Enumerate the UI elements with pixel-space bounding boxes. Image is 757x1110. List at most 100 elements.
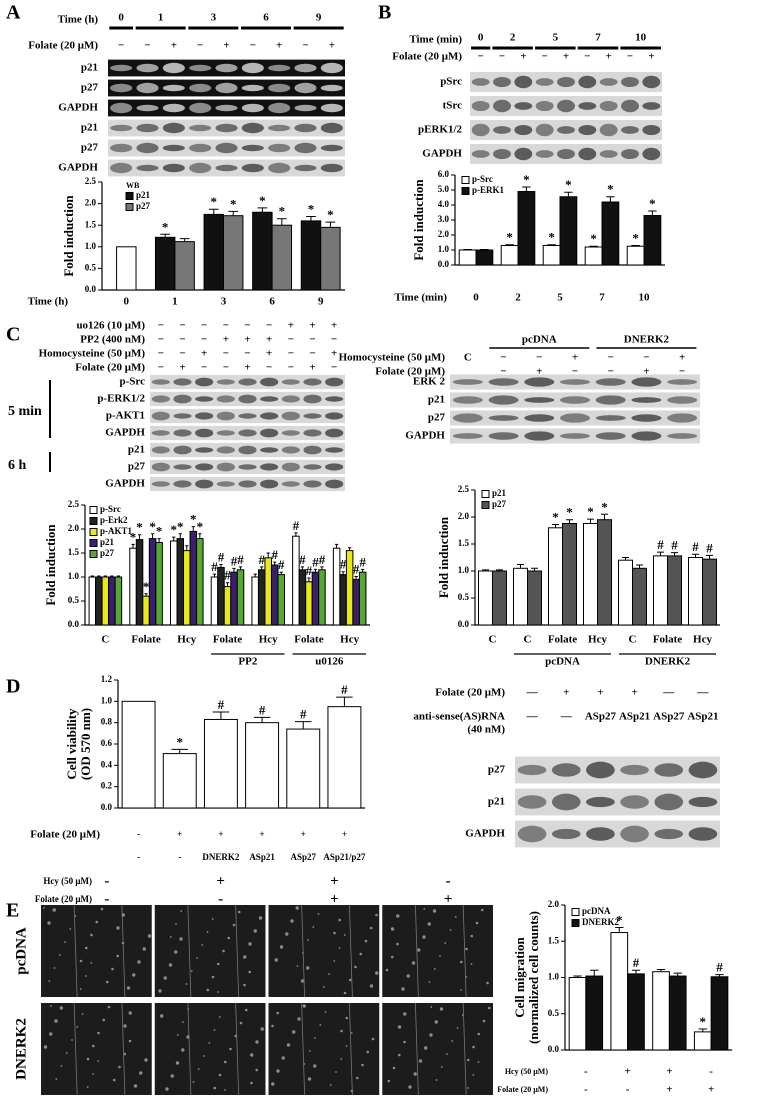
bar	[478, 570, 493, 626]
blot-band	[151, 379, 170, 385]
y-tick-label: 0.5	[68, 595, 80, 605]
blot-band	[620, 764, 649, 776]
cell-speck	[255, 1040, 259, 1044]
blot-condition-cell: —	[662, 687, 675, 699]
blot-condition-cell: −	[179, 320, 185, 332]
blot-band	[452, 433, 483, 439]
error-bar	[601, 513, 608, 520]
error-bar	[320, 566, 324, 570]
cell-speck	[329, 1084, 332, 1086]
blot-condition-cell: +	[536, 366, 542, 378]
blot-band	[189, 83, 212, 93]
legend-title: WB	[126, 181, 140, 190]
x-tick-label: C	[629, 634, 637, 646]
significance-mark: #	[237, 552, 244, 567]
cell-speck	[411, 961, 416, 965]
blot-band	[620, 825, 649, 843]
significance-mark: *	[197, 519, 204, 534]
blot-band	[320, 144, 343, 152]
x-tick-label: +	[666, 1084, 672, 1096]
bar	[653, 555, 668, 626]
bar	[710, 976, 729, 1051]
blot-row-label: p27	[81, 142, 99, 154]
cell-speck	[123, 1024, 127, 1028]
micrograph	[41, 905, 152, 997]
cell-speck	[338, 918, 342, 922]
blot-condition-cell: +	[309, 320, 315, 332]
bar	[627, 973, 645, 1051]
blot-band	[631, 431, 662, 441]
cell-speck	[306, 966, 310, 970]
blot-band	[642, 75, 661, 89]
y-axis-title: Cell viability	[64, 708, 79, 780]
significance-mark: *	[308, 202, 315, 217]
blot-band	[268, 124, 291, 132]
bar	[492, 570, 507, 626]
cell-speck	[128, 1039, 132, 1043]
error-bar	[657, 551, 664, 556]
significance-mark: *	[177, 734, 184, 749]
blot-condition-cell: −	[542, 51, 548, 63]
bar	[652, 971, 670, 1051]
bar	[517, 191, 536, 266]
error-bar	[336, 696, 353, 707]
blot-condition-cell: −	[643, 352, 649, 364]
cell-speck	[243, 955, 247, 959]
blot-time-label: 3	[211, 12, 217, 24]
blot-condition-cell: −	[302, 40, 308, 52]
cell-speck	[111, 967, 114, 971]
blot-band	[535, 123, 554, 137]
x-tick-label: 0	[124, 296, 130, 308]
cell-speck	[175, 1061, 180, 1065]
blot-band	[241, 144, 264, 152]
y-tick-label: 1.0	[68, 571, 80, 581]
x-tick-label: +	[708, 1084, 714, 1096]
blot-condition-label: Time (h)	[58, 14, 99, 26]
cell-speck	[43, 1045, 48, 1049]
cell-speck	[237, 910, 241, 914]
cell-speck	[64, 941, 66, 943]
cell-speck	[290, 919, 294, 923]
cell-speck	[58, 954, 61, 956]
bar	[300, 220, 322, 291]
error-bar	[253, 573, 257, 577]
cell-speck	[472, 1045, 475, 1049]
scratch-edge	[121, 1002, 126, 1096]
significance-mark: *	[590, 231, 597, 246]
blot-band	[517, 795, 547, 809]
blot-band	[535, 100, 554, 112]
cell-speck	[428, 981, 431, 983]
cell-speck	[371, 1037, 375, 1041]
cell-speck	[338, 947, 341, 949]
blot-band	[195, 479, 214, 489]
cell-speck	[227, 936, 231, 940]
scratch-edge	[235, 1002, 240, 1096]
significance-mark: #	[353, 562, 360, 577]
error-bar	[157, 538, 161, 543]
blot-row-label: tSrc	[443, 100, 462, 112]
cell-speck	[446, 1053, 448, 1055]
blot-band	[517, 764, 547, 776]
bar	[358, 571, 367, 626]
blot-band	[215, 104, 238, 112]
blot-band	[320, 84, 343, 92]
significance-mark: *	[143, 579, 150, 594]
bar	[203, 718, 238, 809]
error-bar	[547, 244, 556, 246]
cell-speck	[250, 1053, 254, 1057]
blot-condition-cell: −	[500, 366, 506, 378]
cell-speck	[181, 1048, 185, 1052]
error-bar	[179, 238, 190, 242]
cell-speck	[413, 1072, 417, 1076]
cell-speck	[317, 913, 320, 915]
blot-condition-label: Folate (20 μM)	[375, 366, 445, 378]
blot-band	[325, 479, 344, 489]
blot-band	[241, 122, 264, 134]
blot-band	[586, 827, 615, 841]
y-tick-label: 2.5	[85, 176, 97, 186]
micrograph	[268, 1003, 380, 1095]
cell-speck	[224, 1089, 226, 1091]
bar	[210, 576, 219, 626]
cell-speck	[429, 1033, 433, 1037]
cell-speck	[118, 1065, 121, 1069]
